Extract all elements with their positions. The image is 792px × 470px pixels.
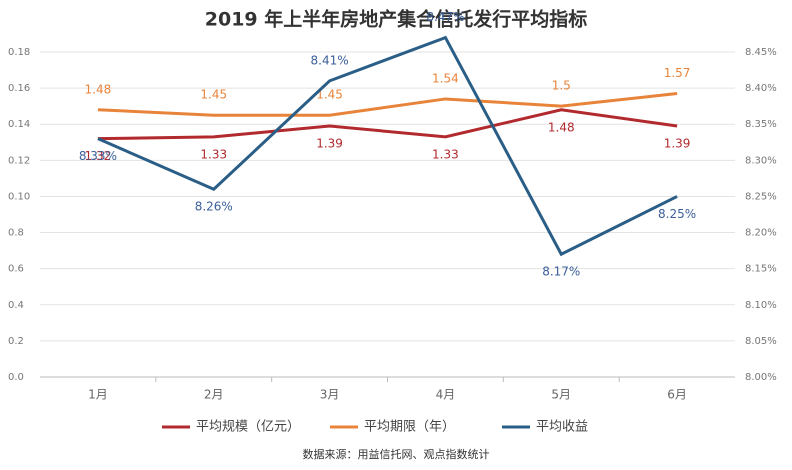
legend-label: 平均规模（亿元） [196,420,300,435]
data-label: 8.41% [311,53,349,67]
x-tick-label: 3月 [320,388,340,402]
y2-tick-label: 8.00% [745,372,777,383]
y2-tick-label: 8.35% [745,119,777,130]
source-note: 数据来源：用益信托网、观点指数统计 [303,447,490,461]
x-tick-label: 4月 [436,388,456,402]
data-label: 1.5 [552,79,571,93]
y2-tick-label: 8.20% [745,228,777,239]
y2-tick-label: 8.25% [745,191,777,202]
x-tick-label: 1月 [88,388,108,402]
data-label: 8.17% [542,265,580,279]
y2-tick-label: 8.10% [745,300,777,311]
data-label: 1.32 [85,149,112,163]
y2-tick-label: 8.45% [745,47,777,58]
x-tick-label: 2月 [204,388,224,402]
y-tick-label: 0.18 [8,47,30,58]
data-label: 8.47% [426,10,464,24]
y2-tick-label: 8.05% [745,336,777,347]
legend-label: 平均期限（年） [364,420,455,435]
data-label: 1.45 [200,88,227,102]
y-tick-label: 0.4 [8,300,24,311]
data-label: 1.39 [316,137,343,151]
x-tick-label: 6月 [667,388,687,402]
y2-tick-label: 8.30% [745,155,777,166]
y-tick-label: 0.14 [8,119,30,130]
series-line [97,108,678,141]
y-tick-label: 0.6 [8,264,24,275]
y-tick-label: 0.8 [8,228,24,239]
data-label: 8.33% [79,149,117,163]
data-label: 1.39 [664,137,691,151]
y-tick-label: 0.0 [8,372,24,383]
data-label: 1.45 [316,88,343,102]
y-tick-label: 0.16 [8,83,30,94]
series-line [97,92,678,117]
data-label: 8.25% [658,207,696,221]
series-line [97,35,678,257]
data-label: 1.48 [548,120,575,134]
data-label: 1.48 [85,82,112,96]
y-tick-label: 0.10 [8,191,30,202]
chart-title: 2019 年上半年房地产集合信托发行平均指标 [205,8,588,31]
data-label: 1.57 [664,66,691,80]
x-tick-label: 5月 [551,388,571,402]
y2-tick-label: 8.15% [745,264,777,275]
y-tick-label: 0.2 [8,336,24,347]
data-label: 8.26% [195,200,233,214]
data-label: 1.33 [200,147,227,161]
legend-label: 平均收益 [536,420,588,435]
y-tick-label: 0.12 [8,155,30,166]
data-label: 1.33 [432,147,459,161]
data-label: 1.54 [432,71,459,85]
y2-tick-label: 8.40% [745,83,777,94]
